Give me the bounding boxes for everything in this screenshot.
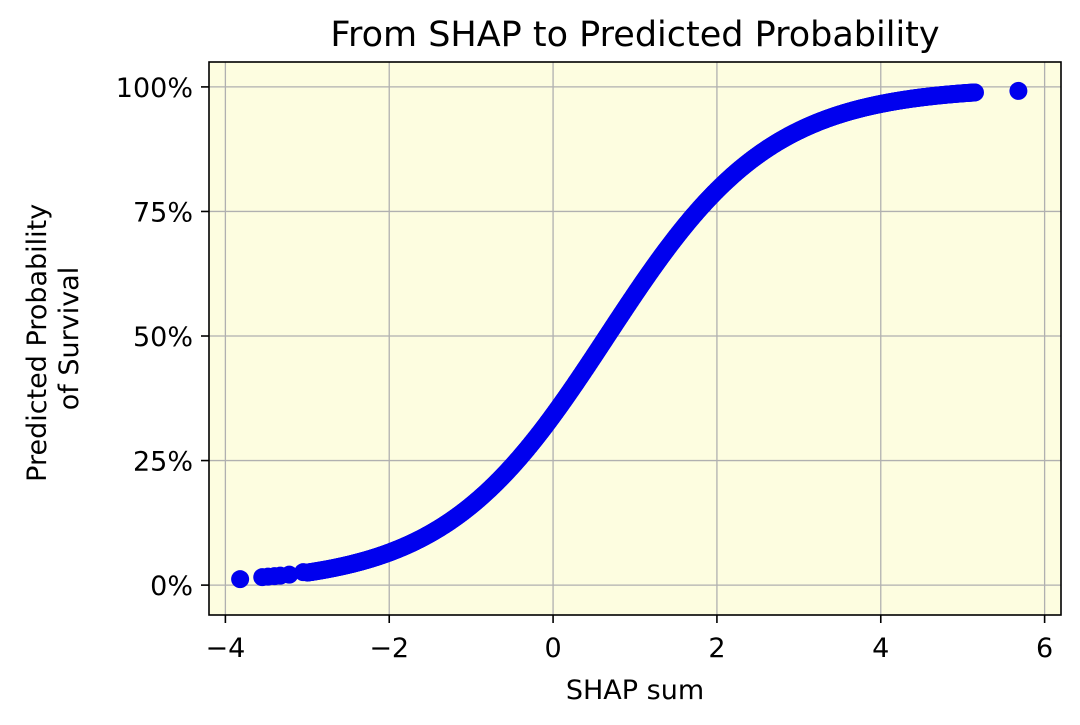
x-tick-label: 2: [708, 633, 725, 664]
data-points: [231, 81, 1028, 589]
y-tick-label: 25%: [133, 447, 193, 478]
y-tick-label: 0%: [150, 571, 193, 602]
y-axis-label-line-1: Predicted Probability: [22, 204, 53, 482]
y-axis-label: Predicted Probability of Survival: [22, 195, 85, 482]
y-tick-label: 50%: [133, 322, 193, 353]
y-axis-label-line-2: of Survival: [54, 267, 85, 410]
x-tick-label: 6: [1036, 633, 1053, 664]
x-tick-label: 0: [544, 633, 561, 664]
data-point: [280, 565, 299, 584]
grid: [209, 62, 1061, 615]
x-tick-label: −4: [205, 633, 245, 664]
plot-frame: [208, 61, 1062, 616]
x-tick-label: 4: [872, 633, 889, 664]
data-point: [965, 83, 984, 102]
chart-title: From SHAP to Predicted Probability: [330, 15, 939, 55]
data-point: [294, 563, 313, 582]
axis-ticks: −4 −2 0 2 4 6 0% 25% 50% 75% 100%: [116, 73, 1053, 664]
y-tick-label: 75%: [133, 197, 193, 228]
y-tick-label: 100%: [116, 73, 193, 104]
x-tick-label: −2: [369, 633, 409, 664]
plot-area: [209, 62, 1061, 615]
x-axis-label: SHAP sum: [566, 675, 704, 706]
data-point: [231, 570, 250, 589]
data-point: [1009, 81, 1028, 100]
